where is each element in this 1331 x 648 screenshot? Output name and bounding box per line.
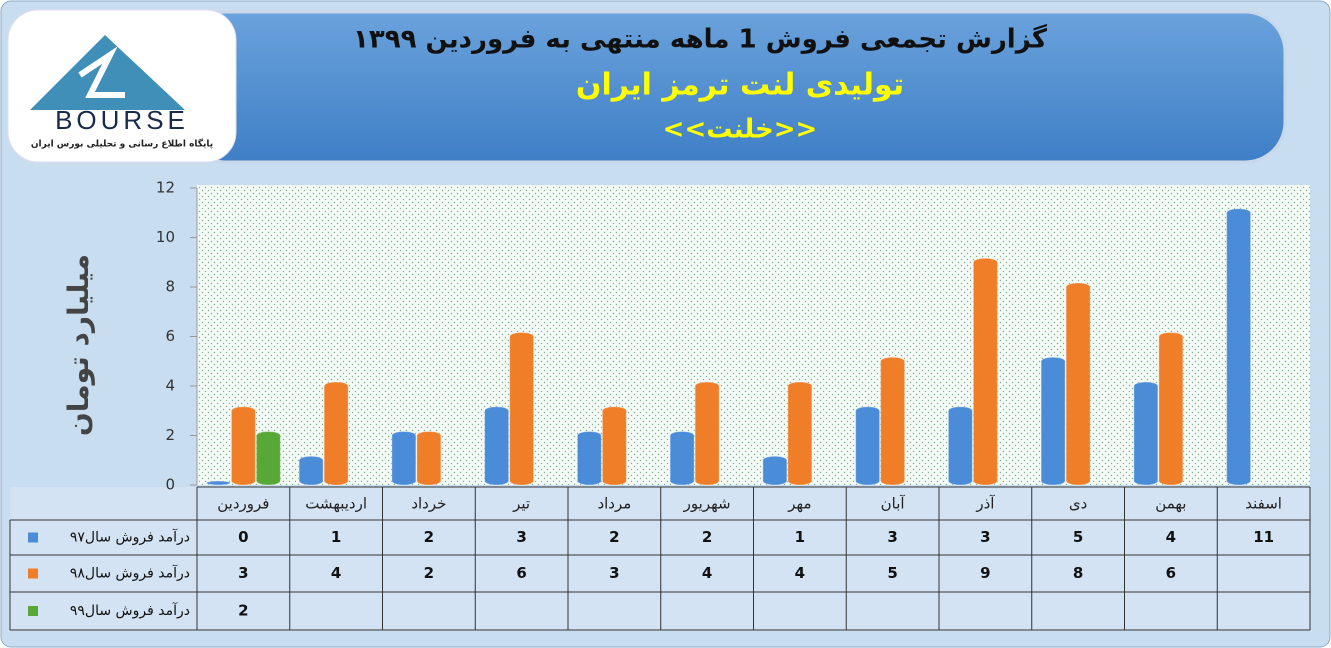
bar bbox=[416, 431, 442, 486]
chart-subtitle: تولیدی لنت ترمز ایران bbox=[576, 68, 904, 103]
x-tick-label: دی bbox=[1069, 495, 1087, 513]
table-value: 3 bbox=[609, 564, 619, 582]
table-value: 11 bbox=[1253, 528, 1274, 546]
table-value: 4 bbox=[1166, 528, 1176, 546]
table-value: 4 bbox=[702, 564, 712, 582]
logo-shape bbox=[30, 35, 185, 110]
legend-key bbox=[28, 532, 38, 543]
table-value: 5 bbox=[887, 564, 897, 582]
table-value: 2 bbox=[609, 528, 619, 546]
table-value: 6 bbox=[516, 564, 526, 582]
bar bbox=[1065, 282, 1091, 486]
chart-title: گزارش تجمعی فروش 1 ماهه منتهی به فروردین… bbox=[353, 24, 1048, 55]
logo-shape bbox=[78, 46, 125, 98]
y-tick-label: 6 bbox=[165, 327, 175, 345]
plot-area bbox=[197, 185, 1310, 485]
legend-label: درآمد فروش سال۹۸ bbox=[70, 565, 190, 582]
table-value: 1 bbox=[795, 528, 805, 546]
bar bbox=[255, 431, 281, 486]
bar bbox=[1158, 332, 1184, 486]
table-value: 1 bbox=[331, 528, 341, 546]
x-tick-label: مهر bbox=[787, 495, 811, 513]
x-tick-label: مرداد bbox=[597, 495, 631, 513]
bar bbox=[298, 455, 324, 486]
bar bbox=[880, 356, 906, 486]
legend-label: درآمد فروش سال۹۷ bbox=[70, 529, 190, 546]
legend-label: درآمد فروش سال۹۹ bbox=[70, 602, 190, 619]
legend-key bbox=[28, 606, 38, 616]
bar bbox=[694, 381, 720, 486]
x-tick-label: تیر bbox=[512, 495, 530, 513]
bar bbox=[230, 406, 256, 486]
symbol: <<خلنت>> bbox=[663, 115, 818, 145]
y-tick-label: 2 bbox=[165, 426, 175, 444]
table-value: 2 bbox=[238, 602, 248, 620]
bar bbox=[1040, 356, 1066, 486]
table-value: 2 bbox=[424, 564, 434, 582]
table-value: 9 bbox=[980, 564, 990, 582]
x-tick-label: شهریور bbox=[683, 495, 731, 513]
bar bbox=[576, 431, 602, 486]
x-tick-label: خرداد bbox=[411, 495, 446, 513]
bar bbox=[1226, 208, 1252, 486]
table-value: 6 bbox=[1166, 564, 1176, 582]
table-value: 2 bbox=[424, 528, 434, 546]
bar bbox=[947, 406, 973, 486]
bar bbox=[205, 480, 231, 486]
table-value: 3 bbox=[516, 528, 526, 546]
y-tick-label: 0 bbox=[165, 476, 175, 494]
bar bbox=[855, 406, 881, 486]
bar bbox=[391, 431, 417, 486]
y-tick-label: 10 bbox=[156, 228, 175, 246]
bar bbox=[1133, 381, 1159, 486]
logo-tagline: پایگاه اطلاع رسانی و تحلیلی بورس ایران bbox=[31, 138, 213, 150]
data-table bbox=[10, 487, 1310, 631]
x-tick-label: اردیبهشت bbox=[305, 495, 367, 513]
y-tick-label: 8 bbox=[165, 278, 175, 296]
table-value: 4 bbox=[795, 564, 805, 582]
bar bbox=[601, 406, 627, 486]
x-tick-label: اسفند bbox=[1245, 495, 1282, 513]
bar bbox=[484, 406, 510, 486]
bar bbox=[762, 455, 788, 486]
bar bbox=[787, 381, 813, 486]
x-tick-label: آذر bbox=[975, 495, 995, 513]
x-tick-label: آبان bbox=[881, 495, 906, 513]
y-tick-label: 4 bbox=[165, 377, 175, 395]
table-value: 8 bbox=[1073, 564, 1083, 582]
table-value: 3 bbox=[980, 528, 990, 546]
logo-text: BOURSE bbox=[55, 105, 189, 135]
legend-key bbox=[28, 568, 38, 579]
table-value: 2 bbox=[702, 528, 712, 546]
table-value: 5 bbox=[1073, 528, 1083, 546]
table-value: 4 bbox=[331, 564, 341, 582]
x-tick-label: بهمن bbox=[1155, 495, 1186, 513]
bar bbox=[323, 381, 349, 486]
y-tick-label: 12 bbox=[156, 179, 175, 197]
table-value: 3 bbox=[887, 528, 897, 546]
table-value: 3 bbox=[238, 564, 248, 582]
x-tick-label: فروردین bbox=[217, 495, 269, 513]
table-value: 0 bbox=[238, 528, 248, 546]
bar bbox=[509, 332, 535, 486]
y-axis-label: میلیارد تومان bbox=[62, 254, 95, 436]
bar bbox=[669, 431, 695, 486]
bar bbox=[972, 257, 998, 486]
